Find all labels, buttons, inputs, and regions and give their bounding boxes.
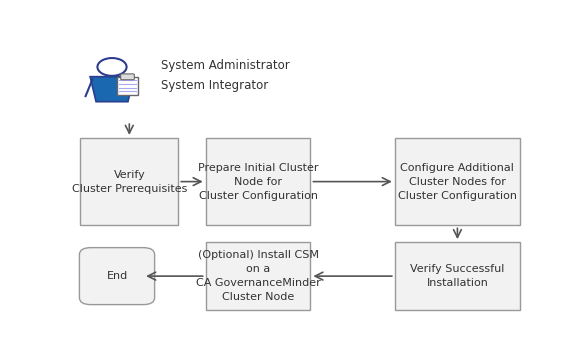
Text: End: End xyxy=(106,271,128,281)
FancyBboxPatch shape xyxy=(116,77,138,95)
Polygon shape xyxy=(90,77,134,102)
FancyBboxPatch shape xyxy=(206,242,310,310)
Circle shape xyxy=(98,58,126,76)
Text: Verify Successful
Installation: Verify Successful Installation xyxy=(410,264,505,288)
Text: (Optional) Install CSM
on a
CA GovernanceMinder
Cluster Node: (Optional) Install CSM on a CA Governanc… xyxy=(196,250,320,302)
Text: System Administrator
System Integrator: System Administrator System Integrator xyxy=(161,59,290,92)
FancyBboxPatch shape xyxy=(395,138,520,225)
FancyBboxPatch shape xyxy=(206,138,310,225)
Text: Configure Additional
Cluster Nodes for
Cluster Configuration: Configure Additional Cluster Nodes for C… xyxy=(398,162,517,201)
FancyBboxPatch shape xyxy=(395,242,520,310)
Text: Verify
Cluster Prerequisites: Verify Cluster Prerequisites xyxy=(72,170,187,193)
FancyBboxPatch shape xyxy=(81,138,178,225)
Text: Prepare Initial Cluster
Node for
Cluster Configuration: Prepare Initial Cluster Node for Cluster… xyxy=(198,162,318,201)
FancyBboxPatch shape xyxy=(121,74,134,80)
FancyBboxPatch shape xyxy=(79,248,155,305)
